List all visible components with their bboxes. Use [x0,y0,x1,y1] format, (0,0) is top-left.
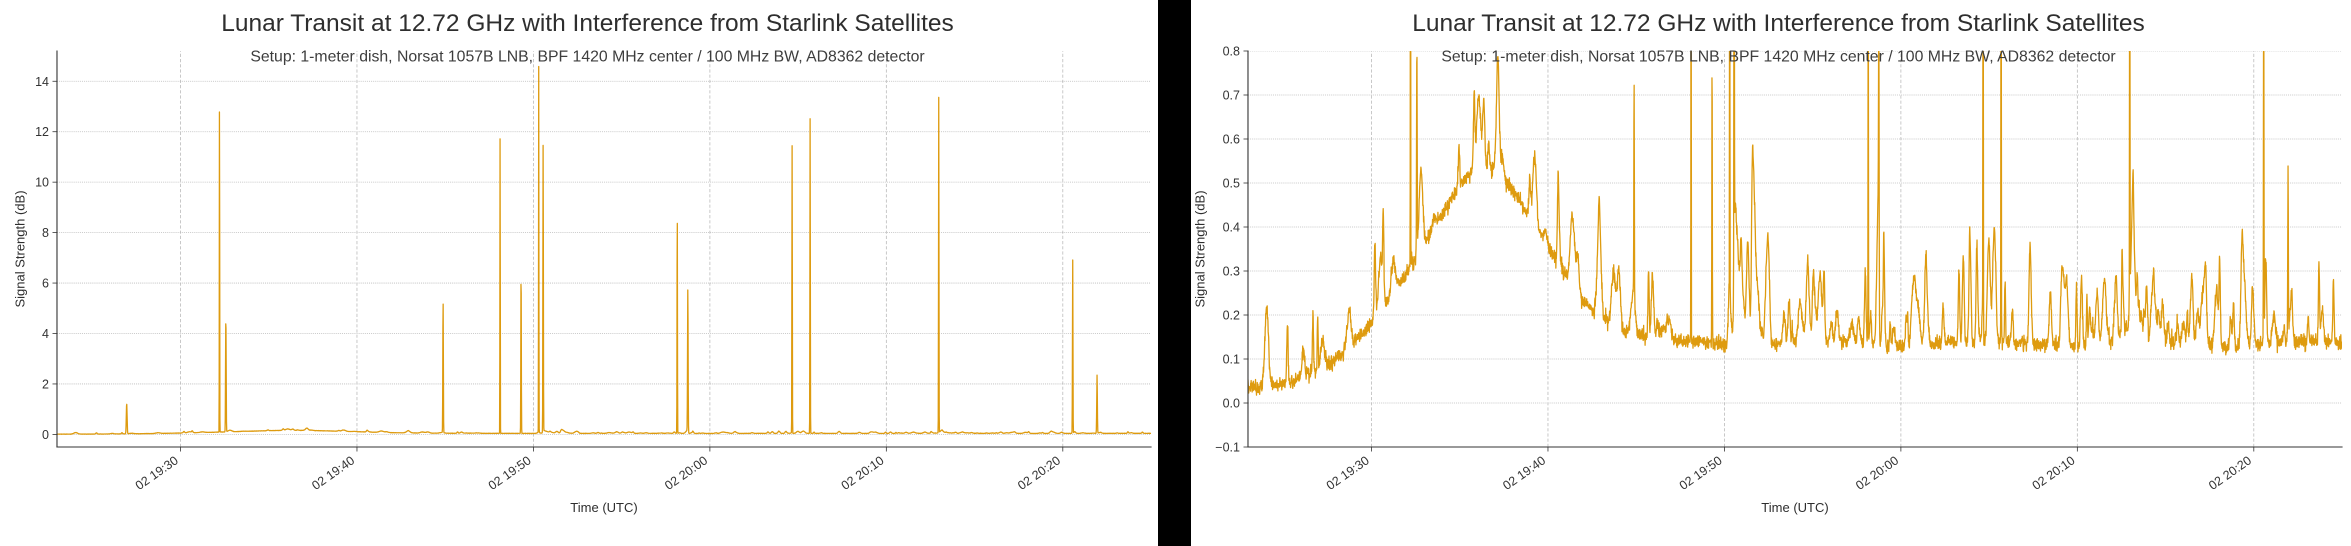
svg-text:−0.1: −0.1 [1215,441,1240,455]
svg-text:0.5: 0.5 [1223,177,1240,191]
svg-text:6: 6 [42,277,49,291]
svg-text:0: 0 [42,428,49,442]
svg-text:Setup: 1-meter dish, Norsat 10: Setup: 1-meter dish, Norsat 1057B LNB, B… [1441,48,2115,65]
svg-text:0.7: 0.7 [1223,89,1240,103]
svg-text:12: 12 [35,125,49,139]
svg-text:Lunar Transit at 12.72 GHz wit: Lunar Transit at 12.72 GHz with Interfer… [1412,10,2145,37]
svg-text:Lunar Transit at 12.72 GHz wit: Lunar Transit at 12.72 GHz with Interfer… [221,10,954,37]
svg-text:4: 4 [42,327,49,341]
svg-text:Signal Strength (dB): Signal Strength (dB) [1193,190,1208,307]
svg-text:0.6: 0.6 [1223,133,1240,147]
svg-text:2: 2 [42,377,49,391]
svg-text:Time (UTC): Time (UTC) [570,500,637,515]
svg-text:Time (UTC): Time (UTC) [1761,500,1828,515]
svg-text:0.2: 0.2 [1223,309,1240,323]
svg-text:0.4: 0.4 [1223,221,1240,235]
svg-text:0.0: 0.0 [1223,397,1240,411]
svg-text:Signal Strength (dB): Signal Strength (dB) [12,190,27,307]
svg-text:0.8: 0.8 [1223,45,1240,59]
svg-text:8: 8 [42,226,49,240]
svg-text:0.3: 0.3 [1223,265,1240,279]
svg-text:14: 14 [35,75,49,89]
svg-text:10: 10 [35,176,49,190]
svg-text:0.1: 0.1 [1223,353,1240,367]
svg-text:Setup: 1-meter dish, Norsat 10: Setup: 1-meter dish, Norsat 1057B LNB, B… [250,48,924,65]
